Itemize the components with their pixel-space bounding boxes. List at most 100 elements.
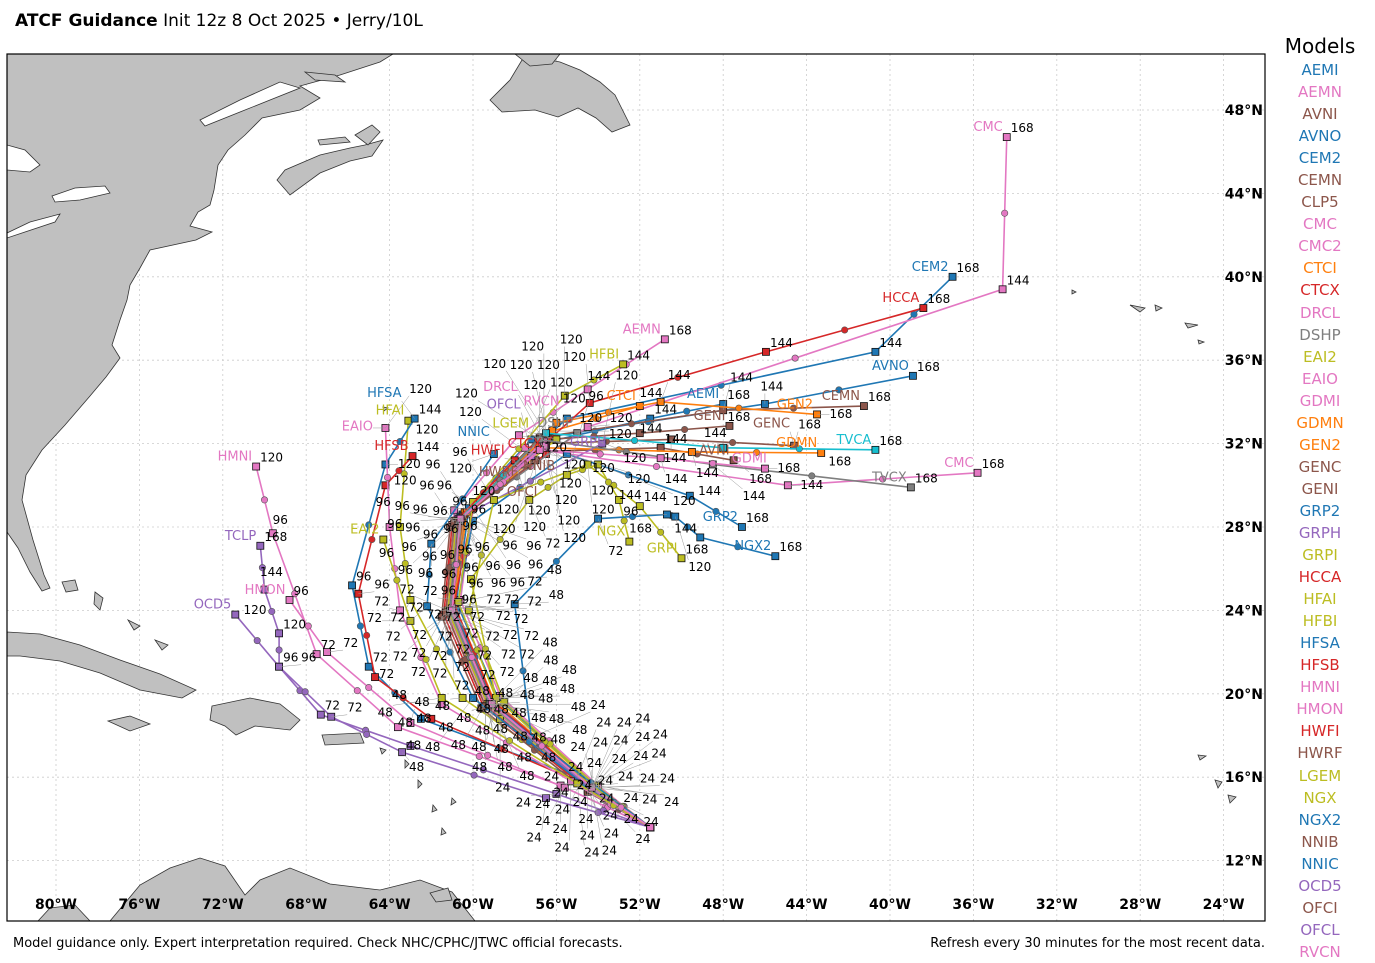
forecast-hour-label: 24: [624, 812, 639, 826]
lat-tick-label: 32°N: [1225, 437, 1263, 453]
forecast-hour-label: 72: [504, 592, 519, 606]
legend-item-lgem: LGEM: [1298, 766, 1342, 785]
track-point-12h: [841, 326, 849, 334]
track-point-24h: [275, 629, 283, 638]
track-point-24h: [635, 502, 644, 511]
model-track-label: GENI: [694, 409, 726, 424]
track-point-12h: [482, 645, 490, 653]
legend-item-drcl: DRCL: [1299, 303, 1341, 322]
forecast-hour-label: 48: [571, 700, 586, 714]
track-point-12h: [304, 622, 312, 630]
labrador: [514, 54, 561, 67]
track-point-12h: [393, 576, 401, 584]
track-point-12h: [526, 477, 534, 485]
forecast-hour-label: 120: [559, 476, 582, 490]
forecast-hour-label: 144: [654, 403, 677, 417]
forecast-hour-label: 48: [493, 722, 508, 736]
forecast-hour-label: 144: [770, 336, 793, 350]
label-leader-line: [789, 431, 795, 446]
model-track-label: EAI2: [350, 523, 379, 538]
forecast-hour-label: 120: [283, 617, 306, 631]
track-point-12h: [538, 742, 546, 750]
forecast-hour-label: 24: [599, 791, 614, 805]
track-point-12h: [301, 688, 309, 696]
forecast-hour-label: 168: [629, 521, 652, 535]
lat-tick-label: 16°N: [1225, 770, 1263, 786]
forecast-hour-label: 24: [651, 746, 666, 760]
lesser-antilles: [379, 747, 457, 836]
track-point-12h: [399, 694, 407, 702]
label-leader-line: [493, 704, 532, 731]
track-point-24h: [909, 371, 917, 380]
legend-item-aemn: AEMN: [1298, 83, 1342, 102]
model-tracks: AEMI AEMN AVNI AVNO CEM2 CEMN CMC CMC CTCI CTCX DS…: [194, 120, 1034, 859]
track-point-24h: [427, 714, 436, 723]
label-leader-line: [569, 781, 572, 841]
label-leader-line: [593, 787, 624, 813]
forecast-hour-label: 144: [1007, 273, 1030, 287]
forecast-hour-label: 120: [455, 387, 478, 401]
model-track-label: TVCX: [871, 470, 907, 485]
label-leader-line: [471, 703, 488, 712]
label-leader-line: [495, 695, 560, 699]
forecast-hour-label: 120: [493, 522, 516, 536]
forecast-hour-label: 48: [520, 688, 535, 702]
forecast-hour-label: 48: [494, 702, 509, 716]
forecast-hour-label: 72: [463, 626, 478, 640]
track-point-24h: [406, 742, 415, 750]
label-leader-line: [589, 787, 644, 816]
nova-scotia: [276, 139, 384, 196]
label-leader-line: [660, 458, 665, 473]
forecast-hour-label: 144: [619, 488, 642, 502]
label-leader-line: [722, 384, 731, 411]
label-leader-line: [486, 702, 495, 741]
forecast-hour-label: 72: [347, 701, 362, 715]
track-point-24h: [919, 304, 928, 312]
forecast-hour-label: 120: [673, 494, 696, 508]
forecast-hour-label: 48: [560, 682, 575, 696]
track-point-12h: [808, 472, 816, 480]
forecast-hour-label: 120: [260, 451, 283, 465]
forecast-hour-label: 120: [521, 340, 544, 354]
forecast-hour-label: 144: [644, 490, 667, 504]
label-leader-line: [491, 687, 543, 703]
label-leader-line: [450, 610, 525, 630]
forecast-hour-label: 96: [457, 543, 472, 557]
model-track-label: OFCL: [487, 398, 522, 413]
label-leader-line: [559, 783, 594, 786]
label-leader-line: [460, 518, 462, 593]
hispaniola: [209, 697, 301, 736]
forecast-hour-label: 144: [696, 466, 719, 480]
label-leader-line: [504, 458, 515, 461]
track-point-12h: [729, 439, 737, 447]
legend-item-ofcl: OFCL: [1300, 920, 1340, 939]
forecast-hour-label: 48: [409, 760, 424, 774]
track-point-24h: [408, 452, 417, 461]
legend-item-hwfi: HWFI: [1300, 722, 1340, 741]
track-point-24h: [231, 610, 240, 619]
legend-item-hwrf: HWRF: [1297, 744, 1343, 763]
forecast-hour-label: 144: [665, 472, 688, 486]
forecast-hour-label: 24: [660, 772, 675, 786]
forecast-hour-label: 168: [982, 457, 1005, 471]
forecast-hour-label: 24: [580, 828, 595, 842]
legend-item-geni: GENI: [1301, 479, 1339, 498]
forecast-hour-label: 144: [674, 521, 697, 535]
track-point-24h: [646, 823, 655, 832]
forecast-hour-label: 48: [378, 705, 393, 719]
label-leader-line: [585, 753, 595, 788]
legend-item-ctci: CTCI: [1303, 259, 1337, 278]
model-track-label: HFSB: [374, 439, 408, 454]
forecast-hour-label: 120: [510, 358, 533, 372]
puerto-rico: [321, 732, 365, 746]
forecast-hour-label: 72: [486, 592, 501, 606]
label-leader-line: [437, 501, 474, 550]
label-leader-line: [541, 798, 547, 831]
track-point-24h: [719, 443, 728, 452]
forecast-hour-label: 72: [325, 699, 340, 713]
legend-item-eaio: EAIO: [1302, 369, 1338, 388]
forecast-hour-label: 168: [686, 542, 709, 556]
track-point-24h: [381, 481, 390, 490]
title-bold: ATCF Guidance: [15, 11, 158, 31]
forecast-hour-label: 96: [441, 567, 456, 581]
